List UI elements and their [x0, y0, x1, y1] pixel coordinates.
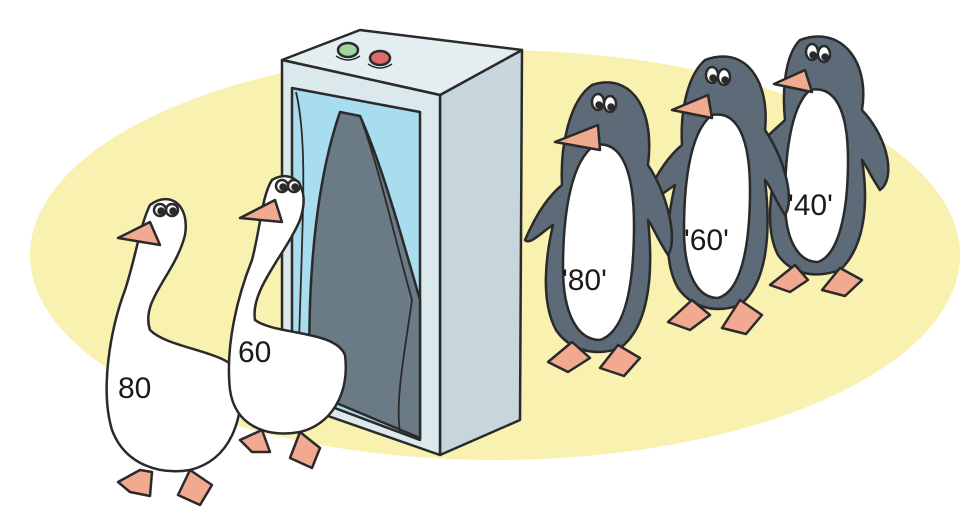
- goose-80: [105, 198, 243, 507]
- penguin-40-foot-left: [768, 263, 810, 294]
- penguin-40-pupil-right: [821, 53, 829, 61]
- penguin-80-foot-left: [546, 340, 592, 374]
- green-button-base: [335, 55, 361, 61]
- penguin-80-pupil-left: [595, 101, 603, 109]
- penguin-40-belly: [783, 88, 850, 264]
- penguin-80-number: '80': [562, 264, 607, 297]
- green-button: [336, 41, 360, 59]
- goose-80-foot-right: [176, 468, 214, 507]
- goose-80-pupil-right: [169, 207, 177, 215]
- penguin-60-foot-left: [666, 298, 712, 332]
- booth-side-panel: [438, 48, 524, 457]
- penguin-80: [523, 81, 674, 378]
- goose-60-pupil-right: [291, 183, 299, 191]
- red-button-base: [367, 63, 393, 69]
- goose-60-body: [227, 174, 348, 435]
- goose-60-pupil-left: [279, 183, 287, 191]
- penguin-60: [643, 55, 791, 336]
- penguin-80-pupil-right: [607, 103, 615, 111]
- penguin-80-beak: [553, 123, 602, 152]
- goose-60: [227, 174, 348, 470]
- goose-60-beak: [238, 198, 284, 224]
- goose-60-number: 60: [238, 336, 271, 369]
- curtain-right: [359, 115, 413, 433]
- goose-80-beak: [116, 220, 162, 247]
- penguin-40-number: '40': [788, 189, 833, 222]
- penguin-40-pupil-left: [809, 51, 817, 59]
- goose-80-number: 80: [118, 372, 151, 405]
- penguin-60-number: '60': [684, 224, 729, 257]
- goose-80-body: [105, 198, 243, 473]
- goose-60-foot-right: [288, 430, 322, 470]
- goose-80-foot-left: [116, 468, 154, 498]
- penguin-40-foot-right: [820, 266, 864, 298]
- goose-80-pupil-left: [157, 207, 165, 215]
- penguin-60-pupil-left: [709, 74, 717, 82]
- penguin-60-foot-right: [720, 298, 764, 336]
- goose-60-foot-left: [238, 428, 272, 454]
- penguin-60-belly: [682, 113, 752, 300]
- penguin-60-beak: [670, 93, 714, 120]
- penguin-80-foot-right: [598, 343, 642, 378]
- penguin-60-pupil-right: [721, 76, 729, 84]
- penguin-40-beak: [772, 68, 814, 94]
- penguin-80-belly: [561, 143, 636, 342]
- red-button: [368, 49, 392, 67]
